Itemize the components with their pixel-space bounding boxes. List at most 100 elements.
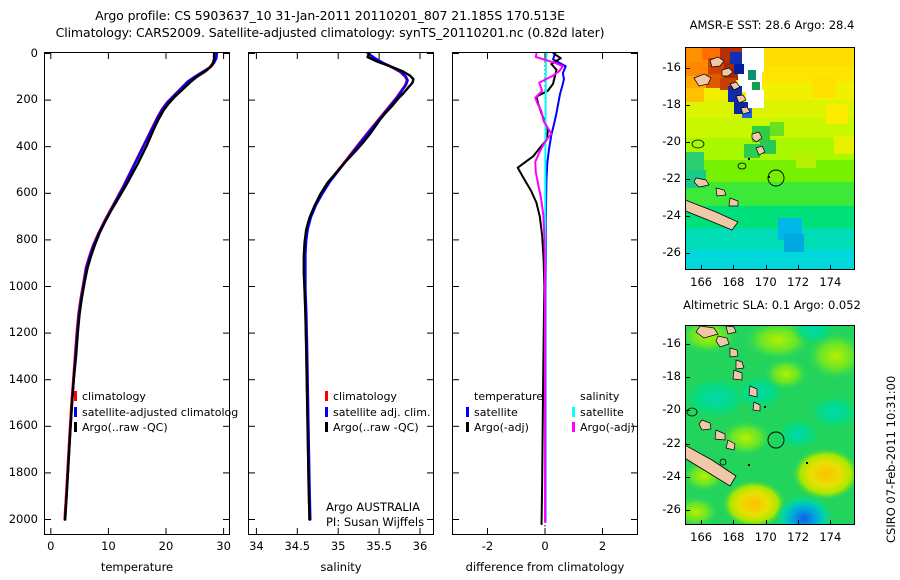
sla-map-lon-170: 170 <box>754 530 777 544</box>
sst-map-lat-tickmark <box>685 253 690 255</box>
sla-map-lat-tickmark <box>685 410 690 412</box>
sst-map-lat-tickmark <box>685 216 690 218</box>
legend-color-swatch <box>325 391 328 401</box>
profile-curve <box>63 53 219 521</box>
difference-profile-panel <box>452 52 638 535</box>
csiro-timestamp: CSIRO 07-Feb-2011 10:31:00 <box>884 375 898 543</box>
figure-title-line2: Climatology: CARS2009. Satellite-adjuste… <box>55 25 605 40</box>
difference-legend-salinity-entry: satellite <box>572 405 672 421</box>
sst-map-lon-174: 174 <box>819 275 842 289</box>
legend-color-swatch <box>572 406 575 417</box>
salinity-tick-35: 35 <box>330 539 346 553</box>
sla-map-lon-174: 174 <box>819 530 842 544</box>
temperature-profile-panel <box>44 52 230 535</box>
difference-tick-m2: -2 <box>481 539 494 553</box>
pressure-tick-1400: 1400 <box>8 371 38 386</box>
legend-color-swatch <box>74 422 77 432</box>
sla-map-lon-172: 172 <box>787 530 810 544</box>
sst-map-lon-tickmark <box>765 265 767 270</box>
temperature-tick-0: 0 <box>47 539 55 553</box>
pressure-tick-1800: 1800 <box>8 464 38 479</box>
figure-title-line1: Argo profile: CS 5903637_10 31-Jan-2011 … <box>95 8 565 23</box>
legend-color-swatch <box>572 422 575 432</box>
sst-map-lat-m22: -22 <box>662 171 681 186</box>
temperature-legend: climatology satellite-adjusted climatolog… <box>74 389 254 436</box>
sst-map-lat-m24: -24 <box>662 208 681 223</box>
sla-map-lon-tickmark <box>798 520 800 525</box>
difference-legend-temperature-header: temperature <box>474 390 544 403</box>
sst-map-lat-m16: -16 <box>662 60 681 75</box>
sst-map-lat-m20: -20 <box>662 134 681 149</box>
legend-color-swatch <box>74 406 77 417</box>
temperature-tick-30: 30 <box>216 539 231 553</box>
pressure-tick-800: 800 <box>16 231 38 246</box>
profile-curve <box>544 53 567 523</box>
temperature-legend-entry: Argo(..raw -QC) <box>74 420 254 436</box>
credit-pi: PI: Susan Wijffels <box>326 515 425 529</box>
profile-curve <box>304 53 409 521</box>
sla-map <box>685 325 855 525</box>
argo-australia-credit: Argo AUSTRALIA PI: Susan Wijffels <box>326 500 424 530</box>
difference-tick-0: 0 <box>541 539 549 553</box>
sst-map-lon-tickmark <box>701 265 703 270</box>
sla-map-image <box>686 326 854 524</box>
sla-map-lat-tickmark <box>685 377 690 379</box>
sla-map-lon-tickmark <box>830 520 832 525</box>
sst-map-lon-tickmark <box>798 265 800 270</box>
temperature-plot-area <box>45 53 229 534</box>
sst-map-lat-tickmark <box>685 105 690 107</box>
difference-legend-salinity: salinity satellite Argo(-adj) <box>572 389 672 436</box>
sst-map-lon-168: 168 <box>722 275 745 289</box>
sla-map-lat-m24: -24 <box>662 468 681 483</box>
legend-color-swatch <box>466 422 469 432</box>
sla-map-lat-m22: -22 <box>662 435 681 450</box>
salinity-legend-label: climatology <box>333 390 397 403</box>
sla-map-lat-m20: -20 <box>662 402 681 417</box>
legend-color-swatch <box>74 391 77 401</box>
sla-map-lon-tickmark <box>765 520 767 525</box>
pressure-tick-600: 600 <box>16 185 38 200</box>
sst-map-lat-tickmark <box>685 68 690 70</box>
sla-map-lon-tickmark <box>733 520 735 525</box>
salinity-axis-label: salinity <box>320 560 362 574</box>
pressure-tick-200: 200 <box>16 92 38 107</box>
profile-curve <box>63 53 217 521</box>
profile-curve <box>534 53 564 523</box>
difference-legend-temperature-label: satellite <box>474 405 518 419</box>
sla-map-lat-m18: -18 <box>662 369 681 384</box>
salinity-legend-label: satellite adj. clim. <box>333 405 431 419</box>
sla-map-lon-168: 168 <box>722 530 745 544</box>
legend-color-swatch <box>325 422 328 432</box>
sla-map-lat-tickmark <box>685 443 690 445</box>
salinity-tick-36: 36 <box>412 539 428 553</box>
sst-map-lat-tickmark <box>685 142 690 144</box>
sla-map-lon-166: 166 <box>690 530 713 544</box>
temperature-legend-entry: climatology <box>74 389 254 405</box>
pressure-tick-0: 0 <box>30 45 38 60</box>
salinity-legend-entry: satellite adj. clim. <box>325 405 445 421</box>
difference-legend-temperature-label: Argo(-adj) <box>474 421 529 434</box>
salinity-profile-panel <box>248 52 434 535</box>
sst-map-title: AMSR-E SST: 28.6 Argo: 28.4 <box>689 18 855 32</box>
difference-legend-temperature: temperature satellite Argo(-adj) <box>466 389 566 436</box>
sla-map-title: Altimetric SLA: 0.1 Argo: 0.052 <box>683 298 861 312</box>
difference-legend-temperature-entry: satellite <box>466 405 566 421</box>
temperature-axis-label: temperature <box>100 560 174 574</box>
difference-legend-temperature-entry: Argo(-adj) <box>466 420 566 436</box>
difference-legend-salinity-header: salinity <box>580 390 620 403</box>
profile-curve <box>302 53 415 521</box>
profile-curve <box>63 53 216 521</box>
sst-map-lat-m18: -18 <box>662 97 681 112</box>
pressure-tick-1200: 1200 <box>8 325 38 340</box>
sla-map-lat-tickmark <box>685 344 690 345</box>
temperature-tick-20: 20 <box>158 539 174 553</box>
sla-map-lon-tickmark <box>701 520 703 525</box>
sst-map-lon-166: 166 <box>690 275 713 289</box>
sla-map-lat-tickmark <box>685 476 690 478</box>
sst-map-lon-172: 172 <box>787 275 810 289</box>
legend-color-swatch <box>466 406 469 417</box>
sst-map <box>685 47 855 270</box>
sst-map-lon-170: 170 <box>754 275 777 289</box>
sla-map-lat-m16: -16 <box>662 336 681 350</box>
sst-map-image <box>686 48 854 269</box>
